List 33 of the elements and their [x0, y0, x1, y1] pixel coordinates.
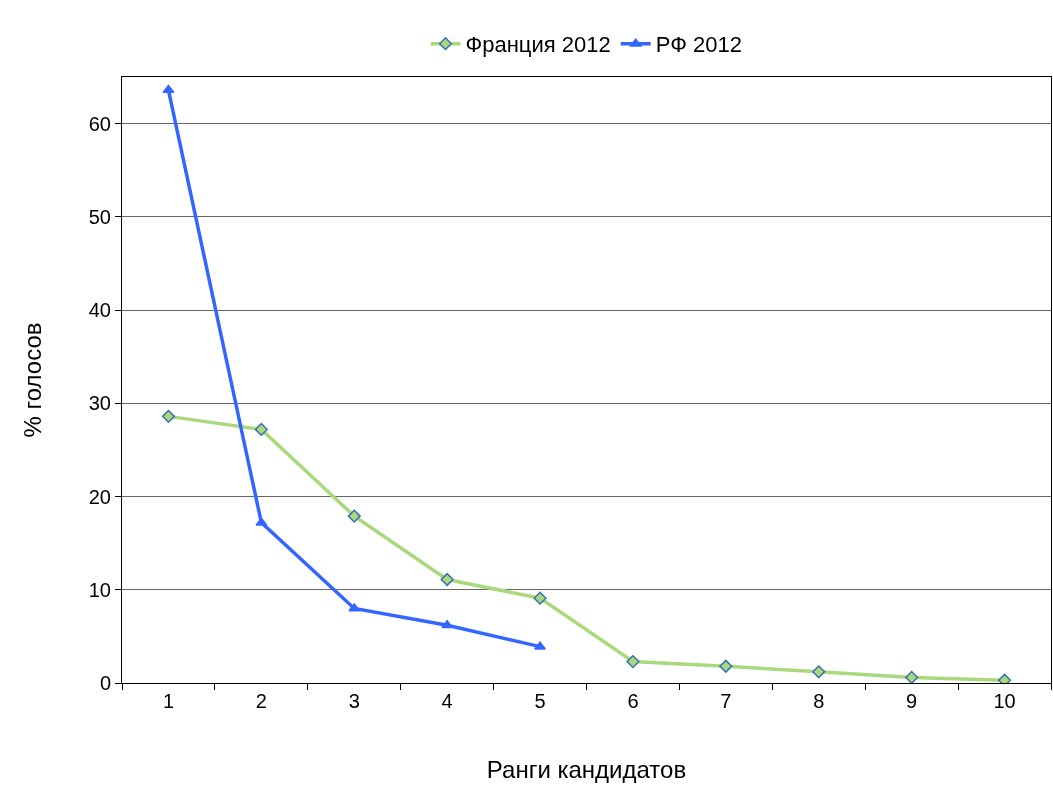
point: [626, 654, 640, 669]
x-tick-label: 1: [162, 690, 175, 712]
y-tick-label: 40: [88, 299, 111, 322]
point: [254, 422, 268, 437]
point: [347, 509, 361, 523]
x-tick-label: 6: [627, 690, 639, 712]
point: [440, 572, 454, 587]
x-tick-label: 2: [255, 690, 267, 712]
x-tick-label: 5: [534, 690, 546, 712]
legend-label: Франция 2012: [465, 32, 611, 58]
y-tick-label: 0: [99, 672, 111, 694]
y-tick-label: 10: [88, 578, 111, 601]
x-tick-label: 3: [348, 690, 360, 712]
point: [441, 619, 454, 629]
x-tick-label: 10: [993, 690, 1016, 712]
y-tick-label: 50: [88, 205, 111, 228]
x-tick-label: 8: [813, 690, 825, 712]
point: [905, 670, 919, 683]
y-tick-label: 30: [88, 392, 111, 415]
point: [161, 409, 176, 423]
y-axis-title: % голосов: [18, 322, 46, 438]
point: [534, 641, 546, 650]
legend-label: РФ 2012: [655, 32, 742, 58]
x-tick-label: 9: [906, 690, 918, 712]
point: [812, 665, 826, 679]
x-tick-label: 7: [720, 690, 732, 712]
point: [533, 591, 547, 605]
point: [162, 84, 175, 94]
x-tick-label: 4: [441, 690, 453, 712]
y-tick-label: 20: [88, 485, 111, 508]
y-tick-label: 60: [88, 112, 111, 135]
x-axis-title: Ранги кандидатов: [486, 756, 687, 784]
point: [719, 659, 733, 673]
